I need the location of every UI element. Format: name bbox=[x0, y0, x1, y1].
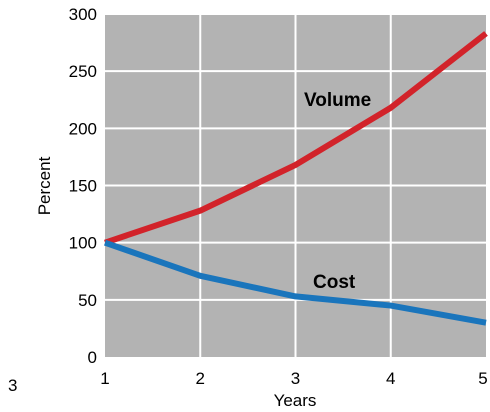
series-line-cost bbox=[104, 239, 487, 326]
y-tick-label: 0 bbox=[88, 348, 97, 367]
x-axis-title: Years bbox=[274, 391, 317, 410]
y-axis-ticks: 0 50 100 150 200 250 300 bbox=[69, 5, 97, 367]
x-tick-label: 4 bbox=[386, 369, 395, 388]
series-line-volume bbox=[104, 31, 488, 246]
x-tick-label: 1 bbox=[100, 369, 109, 388]
y-tick-label: 250 bbox=[69, 62, 97, 81]
y-tick-label: 150 bbox=[69, 177, 97, 196]
x-axis-ticks: 1 2 3 4 5 bbox=[100, 369, 487, 388]
y-tick-label: 50 bbox=[78, 291, 97, 310]
series-label-volume: Volume bbox=[304, 90, 371, 111]
x-tick-label: 3 bbox=[291, 369, 300, 388]
x-tick-label: 5 bbox=[478, 369, 487, 388]
y-axis-title: Percent bbox=[35, 156, 54, 215]
y-tick-label: 200 bbox=[69, 119, 97, 138]
x-tick-label: 2 bbox=[196, 369, 205, 388]
series-label-cost: Cost bbox=[313, 272, 356, 293]
y-tick-label: 300 bbox=[69, 5, 97, 24]
y-tick-label: 100 bbox=[69, 234, 97, 253]
series-lines bbox=[104, 31, 488, 326]
grid bbox=[105, 13, 486, 357]
corner-label: 3 bbox=[8, 376, 17, 395]
